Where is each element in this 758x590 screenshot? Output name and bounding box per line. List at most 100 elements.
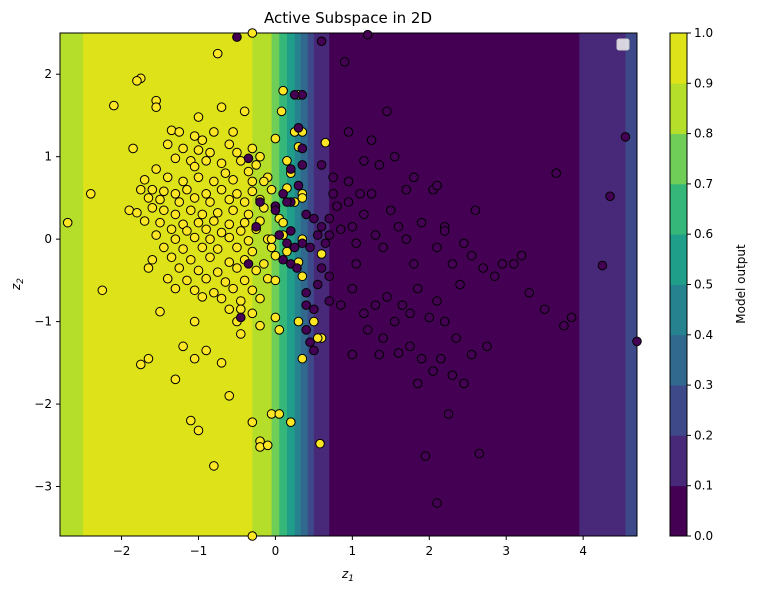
scatter-point-class-1 — [228, 127, 238, 137]
scatter-point-class-1 — [224, 257, 235, 268]
scatter-point-class-1 — [224, 194, 235, 205]
scatter-point-class-1 — [193, 145, 204, 155]
scatter-point-class-1 — [259, 259, 269, 269]
scatter-point-class-0 — [235, 312, 246, 323]
scatter-point-class-1 — [155, 306, 165, 317]
colorbar-tick-label: 1.0 — [694, 26, 713, 40]
scatter-point-class-1 — [212, 207, 223, 218]
scatter-point-class-0 — [366, 135, 377, 145]
scatter-point-class-1 — [135, 359, 146, 370]
scatter-point-class-0 — [370, 230, 381, 240]
scatter-point-class-1 — [201, 224, 211, 235]
scatter-point-class-0 — [516, 250, 527, 261]
scatter-point-class-1 — [251, 265, 261, 276]
scatter-point-class-0 — [432, 498, 442, 508]
scatter-point-class-0 — [286, 164, 296, 174]
scatter-point-class-0 — [309, 304, 319, 315]
y-tick-label: −3 — [34, 480, 52, 494]
scatter-point-class-1 — [312, 333, 323, 343]
scatter-point-class-0 — [566, 312, 577, 323]
scatter-point-class-0 — [378, 242, 388, 253]
scatter-point-class-0 — [389, 151, 400, 162]
scatter-point-class-0 — [451, 333, 462, 343]
scatter-point-class-0 — [432, 180, 442, 191]
scatter-point-class-1 — [174, 263, 185, 273]
scatter-point-class-0 — [351, 259, 361, 269]
scatter-point-class-1 — [216, 158, 227, 169]
colorbar-tick-label: 0.9 — [694, 76, 713, 90]
scatter-point-class-0 — [439, 226, 450, 236]
scatter-point-class-0 — [278, 188, 288, 199]
scatter-point-class-1 — [216, 102, 227, 113]
scatter-point-class-1 — [297, 271, 308, 282]
colorbar-segment — [670, 485, 687, 537]
scatter-point-class-1 — [247, 308, 258, 319]
x-tick-label: 2 — [425, 544, 433, 558]
contour-band — [286, 33, 296, 536]
colorbar-segment — [670, 133, 687, 185]
x-tick-label: 0 — [272, 544, 280, 558]
scatter-point-class-1 — [239, 197, 250, 207]
colorbar-segment — [670, 435, 687, 487]
scatter-point-class-0 — [292, 263, 302, 273]
scatter-point-class-0 — [382, 292, 392, 302]
scatter-point-class-1 — [209, 176, 219, 187]
scatter-point-class-1 — [243, 235, 254, 246]
scatter-point-class-1 — [205, 234, 215, 244]
scatter-point-class-0 — [447, 370, 458, 381]
scatter-point-class-1 — [255, 151, 265, 162]
contour-band — [307, 33, 315, 536]
scatter-point-class-0 — [232, 32, 242, 42]
scatter-point-class-1 — [239, 106, 250, 117]
scatter-point-class-1 — [143, 353, 154, 364]
scatter-point-class-0 — [466, 250, 477, 261]
scatter-point-class-0 — [386, 205, 396, 216]
scatter-point-class-1 — [201, 188, 211, 199]
scatter-point-class-0 — [347, 283, 358, 294]
scatter-point-class-0 — [420, 451, 431, 461]
scatter-point-class-1 — [224, 232, 235, 243]
legend[interactable] — [616, 38, 630, 51]
colorbar-segment — [670, 385, 687, 436]
scatter-point-class-1 — [315, 438, 325, 449]
scatter-point-class-0 — [412, 378, 423, 389]
scatter-point-class-1 — [166, 252, 177, 263]
scatter-point-class-1 — [255, 320, 265, 331]
scatter-point-class-0 — [497, 259, 508, 269]
scatter-point-class-1 — [224, 391, 235, 401]
scatter-point-class-1 — [255, 442, 265, 452]
scatter-point-class-0 — [312, 279, 323, 290]
scatter-point-class-1 — [178, 341, 188, 352]
scatter-point-class-0 — [243, 259, 254, 269]
colorbar-tick-label: 0.6 — [694, 227, 713, 241]
scatter-point-class-1 — [209, 461, 219, 471]
scatter-point-class-1 — [243, 166, 254, 177]
scatter-point-class-1 — [232, 242, 242, 253]
scatter-point-class-1 — [274, 325, 285, 335]
scatter-point-class-1 — [251, 160, 261, 170]
scatter-point-class-0 — [401, 184, 412, 195]
scatter-point-class-1 — [147, 184, 158, 195]
scatter-point-class-0 — [559, 320, 569, 331]
scatter-point-class-1 — [278, 85, 288, 96]
colorbar-segment — [670, 234, 687, 285]
scatter-point-class-0 — [324, 296, 335, 306]
scatter-point-class-1 — [132, 207, 142, 218]
scatter-point-class-1 — [197, 209, 208, 220]
scatter-point-class-0 — [443, 409, 454, 419]
scatter-point-class-0 — [416, 353, 427, 364]
scatter-point-class-0 — [355, 188, 365, 199]
colorbar-tick-label: 0.2 — [694, 428, 713, 442]
colorbar-label: Model output — [734, 244, 748, 324]
scatter-point-class-0 — [447, 259, 458, 269]
contour-band — [252, 33, 273, 536]
scatter-point-class-1 — [224, 304, 235, 315]
scatter-point-class-0 — [282, 238, 292, 249]
scatter-point-class-0 — [316, 160, 327, 170]
scatter-point-class-0 — [336, 224, 346, 235]
y-tick-label: −2 — [34, 397, 52, 411]
scatter-point-class-1 — [166, 224, 177, 235]
scatter-point-class-0 — [459, 238, 469, 249]
scatter-point-class-0 — [339, 57, 350, 67]
scatter-point-class-0 — [297, 160, 308, 170]
